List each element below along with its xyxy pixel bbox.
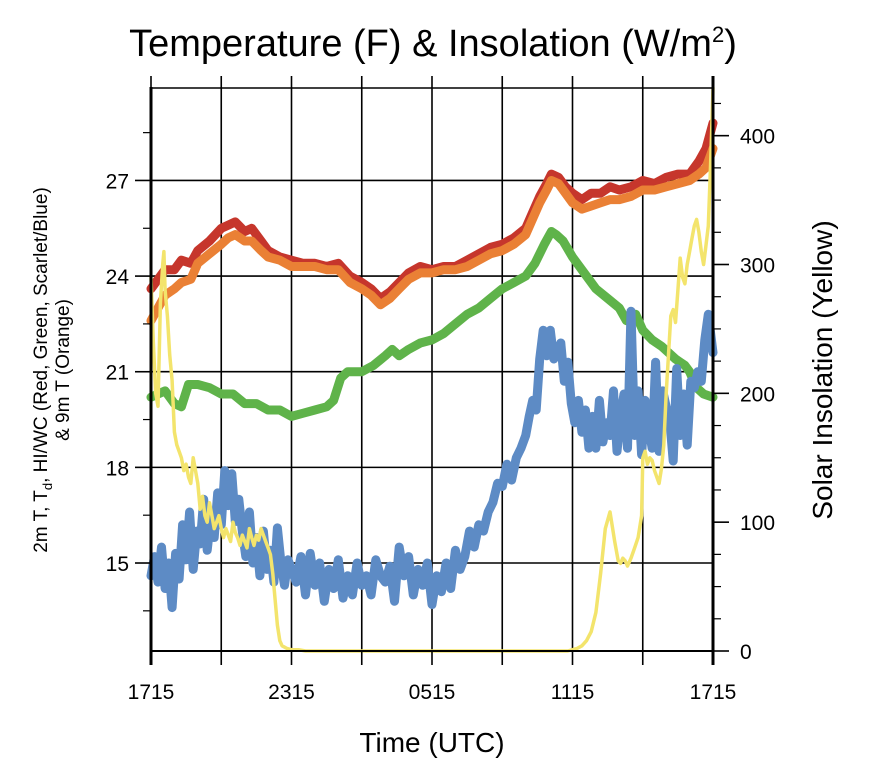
chart-title: Temperature (F) & Insolation (W/m2) <box>129 22 737 65</box>
y-right-tick-label: 400 <box>740 126 775 149</box>
y-left-tick-label: 15 <box>106 553 129 576</box>
y-right-tick-label: 300 <box>740 255 775 278</box>
y-left-axis-label-line2: & 9m T (Orange) <box>53 299 74 441</box>
y-left-tick-label: 27 <box>106 170 129 193</box>
x-tick-label: 1715 <box>690 681 737 704</box>
y-right-tick-label: 0 <box>740 641 752 664</box>
x-tick-label: 1715 <box>128 681 175 704</box>
y-right-axis-label: Solar Insolation (Yellow) <box>807 220 838 519</box>
y-right-tick-label: 200 <box>740 383 775 406</box>
y-left-tick-label: 18 <box>106 457 129 480</box>
series-green-line <box>146 227 718 421</box>
x-tick-label: 1115 <box>551 681 595 704</box>
series-blue-line <box>146 306 718 613</box>
x-axis-label: Time (UTC) <box>359 727 504 758</box>
y-left-tick-label: 24 <box>106 266 130 289</box>
x-tick-label: 2315 <box>268 681 315 704</box>
series-layer <box>146 86 718 653</box>
y-right-tick-label: 100 <box>740 512 775 535</box>
y-left-axis: 15 18 21 24 27 <box>106 132 151 612</box>
x-tick-label: 0515 <box>409 681 456 704</box>
series-orange-line <box>146 144 718 326</box>
x-axis: 1715 2315 0515 1115 1715 <box>128 651 737 704</box>
y-left-axis-label-line1: 2m T, Td, HI/WC (Red, Green, Scarlet/Blu… <box>31 187 55 553</box>
y-right-axis: 0 100 200 300 400 <box>713 102 775 664</box>
y-left-tick-label: 21 <box>106 362 129 385</box>
